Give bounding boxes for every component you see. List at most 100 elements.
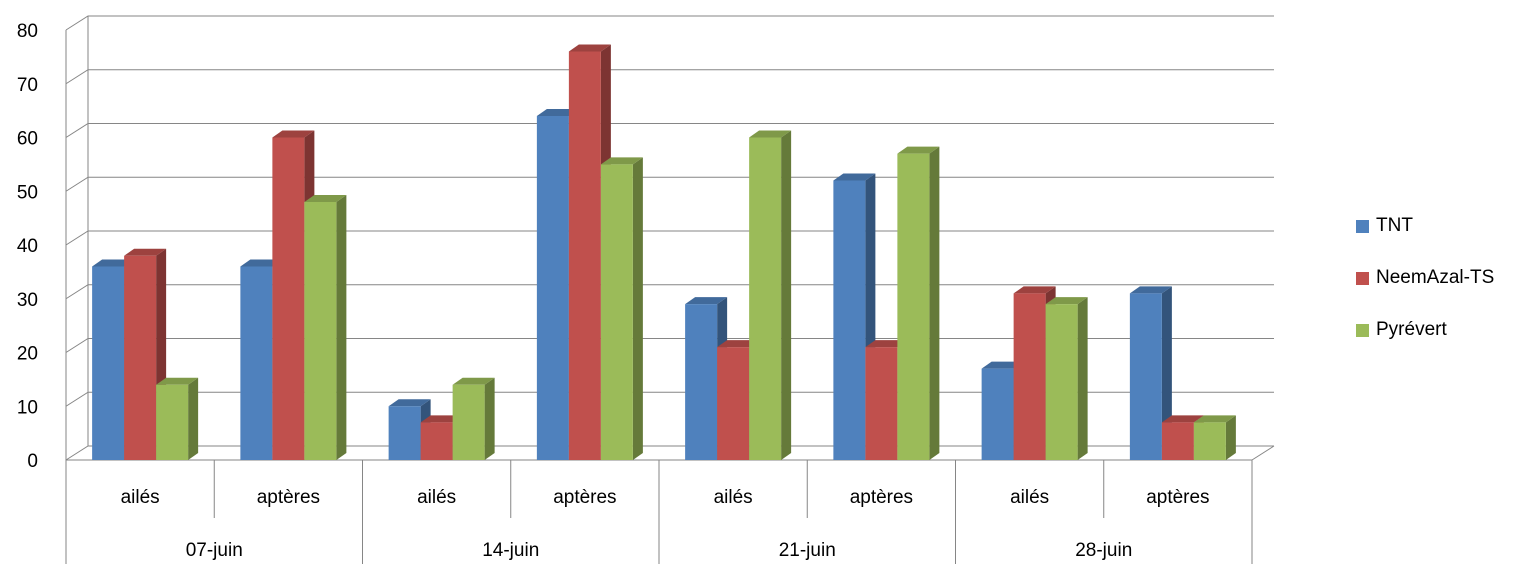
- legend-swatch-pyrevert: [1356, 323, 1369, 337]
- bar: [304, 195, 347, 460]
- bar-front: [92, 266, 125, 460]
- bar-front: [452, 384, 485, 460]
- bar-top: [568, 44, 611, 52]
- bar-front: [749, 137, 782, 460]
- y-tick-label-40: 40: [17, 236, 38, 257]
- bar-side: [484, 377, 495, 460]
- bar-front: [1161, 422, 1194, 460]
- bar-top: [92, 259, 135, 267]
- bar: [897, 146, 940, 460]
- bar: [420, 415, 463, 460]
- bar-front: [536, 116, 569, 460]
- bar-top: [1045, 297, 1088, 305]
- x-tick-label: ailés: [714, 487, 753, 508]
- bar-front: [685, 304, 718, 460]
- group-label: 21-juin: [779, 540, 836, 561]
- bar-front: [833, 180, 866, 460]
- bar-side: [781, 130, 792, 460]
- bar-top: [124, 248, 167, 256]
- bar-top: [156, 377, 199, 385]
- y-tick-label-80: 80: [17, 21, 38, 42]
- y-tick-label-50: 50: [17, 182, 38, 203]
- bar-front: [1193, 422, 1226, 460]
- y-tick-label-20: 20: [17, 344, 38, 365]
- legend-label-neemazal-ts: NeemAzal-TS: [1376, 267, 1495, 288]
- bar-front: [1045, 304, 1078, 460]
- bar: [1045, 297, 1088, 460]
- bar: [833, 173, 876, 460]
- legend-item-tnt: TNT: [1356, 214, 1494, 238]
- gridline-60: [65, 123, 1274, 138]
- bar: [1129, 286, 1172, 460]
- legend-item-pyrevert: Pyrévert: [1356, 318, 1494, 342]
- bar-top: [1129, 286, 1172, 294]
- bar-side: [929, 146, 940, 460]
- x-tick-label: aptères: [850, 487, 913, 508]
- gridline-40: [65, 230, 1274, 246]
- floor-right-edge: [1251, 445, 1275, 461]
- bar-top: [1193, 415, 1236, 423]
- legend: TNT NeemAzal-TS Pyrévert: [1356, 214, 1494, 370]
- bar-top: [240, 259, 283, 267]
- x-tick-label: ailés: [417, 487, 456, 508]
- bar-top: [600, 157, 643, 165]
- bar-top: [452, 377, 495, 385]
- x-tick-label: aptères: [257, 487, 320, 508]
- bar-side: [1225, 415, 1236, 460]
- bar-front: [717, 347, 750, 460]
- bar: [749, 130, 792, 460]
- bar-side: [336, 195, 347, 460]
- bar-front: [1129, 293, 1162, 460]
- bar-top: [1161, 415, 1204, 423]
- y-tick-label-10: 10: [17, 397, 38, 418]
- bar-front: [600, 164, 633, 460]
- bar-front: [1013, 293, 1046, 460]
- bar-front: [304, 202, 337, 460]
- x-tick-label: ailés: [121, 487, 160, 508]
- legend-label-tnt: TNT: [1376, 215, 1413, 236]
- gridline-50: [65, 176, 1274, 192]
- bar-front: [124, 255, 157, 460]
- bar-top: [685, 297, 728, 305]
- bar-top: [897, 146, 940, 154]
- bar-front: [272, 137, 305, 460]
- bar-top: [833, 173, 876, 181]
- group-label: 07-juin: [186, 540, 243, 561]
- y-tick-label-70: 70: [17, 75, 38, 96]
- bar: [452, 377, 495, 460]
- y-tick-label-60: 60: [17, 129, 38, 150]
- bar-top: [981, 361, 1024, 369]
- group-label: 28-juin: [1075, 540, 1132, 561]
- bar-top: [1013, 286, 1056, 294]
- legend-swatch-neemazal-ts: [1356, 271, 1369, 285]
- group-label: 14-juin: [482, 540, 539, 561]
- gridline-80: [65, 15, 1274, 31]
- y-tick-label-30: 30: [17, 290, 38, 311]
- bar-side: [1077, 297, 1088, 460]
- legend-swatch-tnt: [1356, 219, 1369, 233]
- bar-side: [632, 157, 643, 460]
- x-tick-label: ailés: [1010, 487, 1049, 508]
- bar: [1193, 415, 1236, 460]
- x-tick-label: aptères: [1146, 487, 1209, 508]
- legend-item-neemazal-ts: NeemAzal-TS: [1356, 266, 1494, 290]
- bar-front: [981, 368, 1014, 460]
- legend-label-pyrevert: Pyrévert: [1376, 319, 1447, 340]
- bar: [600, 157, 643, 460]
- bar: [156, 377, 199, 460]
- bar-side: [1161, 286, 1172, 460]
- bar-top: [388, 399, 431, 407]
- bar-front: [240, 266, 273, 460]
- y-tick-label-0: 0: [27, 451, 38, 472]
- bar-side: [188, 377, 199, 460]
- bar-top: [304, 195, 347, 202]
- x-tick-label: aptères: [553, 487, 616, 508]
- bar-top: [865, 340, 908, 348]
- bar-top: [420, 415, 463, 423]
- bar-front: [156, 384, 189, 460]
- bar-top: [272, 130, 315, 138]
- bar-front: [420, 422, 453, 460]
- bar-top: [749, 130, 792, 138]
